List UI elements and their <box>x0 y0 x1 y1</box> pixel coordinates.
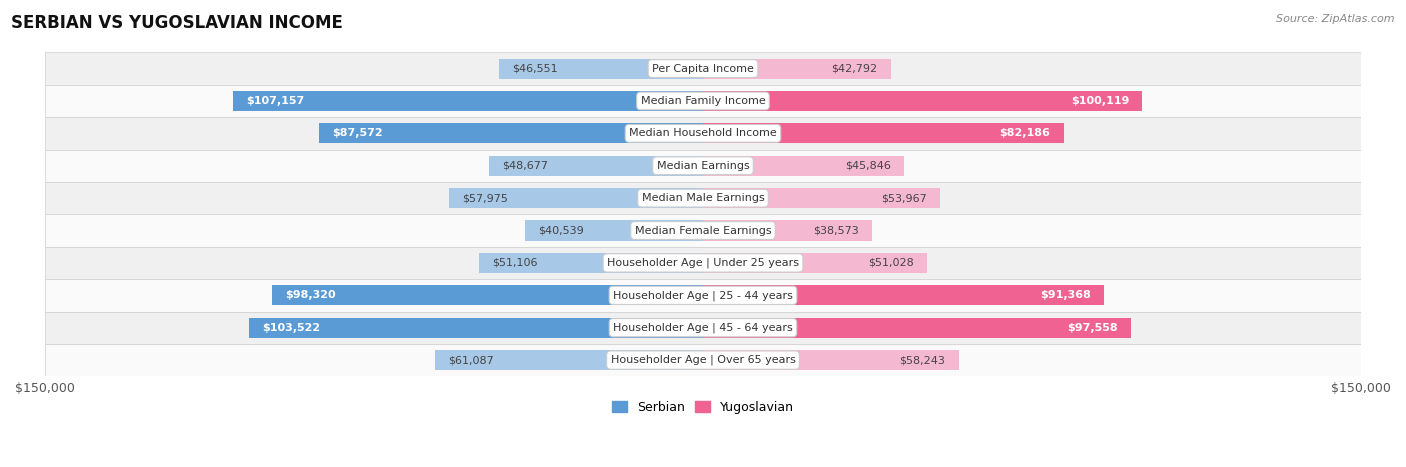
Text: $42,792: $42,792 <box>831 64 877 74</box>
Text: $58,243: $58,243 <box>900 355 945 365</box>
Text: $82,186: $82,186 <box>1000 128 1050 138</box>
Text: Median Household Income: Median Household Income <box>628 128 778 138</box>
Text: SERBIAN VS YUGOSLAVIAN INCOME: SERBIAN VS YUGOSLAVIAN INCOME <box>11 14 343 32</box>
Bar <box>45 117 1361 149</box>
Bar <box>703 58 891 78</box>
Bar <box>703 123 1063 143</box>
Text: $98,320: $98,320 <box>285 290 336 300</box>
Bar <box>703 91 1142 111</box>
Text: $61,087: $61,087 <box>449 355 494 365</box>
Bar <box>489 156 703 176</box>
Bar <box>479 253 703 273</box>
Bar <box>45 182 1361 214</box>
Text: Median Family Income: Median Family Income <box>641 96 765 106</box>
Text: $53,967: $53,967 <box>880 193 927 203</box>
Text: Median Female Earnings: Median Female Earnings <box>634 226 772 235</box>
Bar <box>45 214 1361 247</box>
Text: Per Capita Income: Per Capita Income <box>652 64 754 74</box>
Bar <box>45 149 1361 182</box>
Text: Householder Age | Over 65 years: Householder Age | Over 65 years <box>610 355 796 365</box>
Text: $51,028: $51,028 <box>868 258 914 268</box>
Bar <box>271 285 703 305</box>
Text: Source: ZipAtlas.com: Source: ZipAtlas.com <box>1277 14 1395 24</box>
Bar <box>526 220 703 241</box>
Bar <box>703 156 904 176</box>
Bar <box>449 188 703 208</box>
Text: $100,119: $100,119 <box>1071 96 1129 106</box>
Bar <box>703 253 927 273</box>
Text: $38,573: $38,573 <box>813 226 859 235</box>
Bar <box>434 350 703 370</box>
Bar <box>703 285 1104 305</box>
Text: $48,677: $48,677 <box>502 161 548 171</box>
Text: Householder Age | Under 25 years: Householder Age | Under 25 years <box>607 258 799 268</box>
Text: $57,975: $57,975 <box>461 193 508 203</box>
Bar <box>45 85 1361 117</box>
Bar <box>45 344 1361 376</box>
Bar <box>45 52 1361 85</box>
Bar <box>45 311 1361 344</box>
Bar <box>703 220 872 241</box>
Bar <box>45 247 1361 279</box>
Text: $103,522: $103,522 <box>262 323 321 333</box>
Text: $97,558: $97,558 <box>1067 323 1118 333</box>
Text: $45,846: $45,846 <box>845 161 891 171</box>
Bar <box>45 279 1361 311</box>
Text: $46,551: $46,551 <box>512 64 558 74</box>
Text: $107,157: $107,157 <box>246 96 304 106</box>
Bar <box>499 58 703 78</box>
Text: $87,572: $87,572 <box>332 128 382 138</box>
Bar <box>703 350 959 370</box>
Bar <box>249 318 703 338</box>
Text: $51,106: $51,106 <box>492 258 537 268</box>
Legend: Serbian, Yugoslavian: Serbian, Yugoslavian <box>607 396 799 418</box>
Bar <box>703 318 1130 338</box>
Bar <box>319 123 703 143</box>
Text: $91,368: $91,368 <box>1040 290 1091 300</box>
Text: Median Earnings: Median Earnings <box>657 161 749 171</box>
Bar <box>703 188 939 208</box>
Text: $40,539: $40,539 <box>538 226 583 235</box>
Text: Householder Age | 25 - 44 years: Householder Age | 25 - 44 years <box>613 290 793 301</box>
Text: Householder Age | 45 - 64 years: Householder Age | 45 - 64 years <box>613 322 793 333</box>
Text: Median Male Earnings: Median Male Earnings <box>641 193 765 203</box>
Bar <box>233 91 703 111</box>
